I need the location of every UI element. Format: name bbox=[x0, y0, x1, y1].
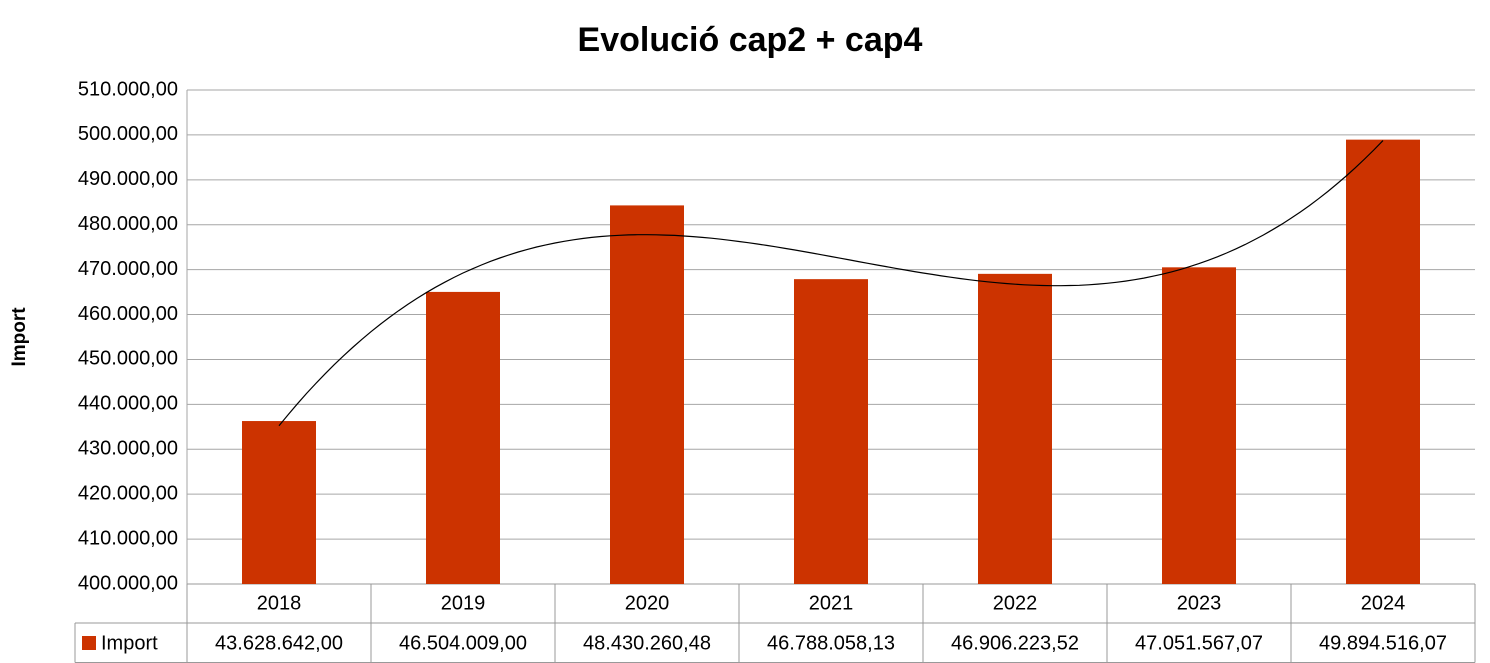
y-tick-label: 470.000,00 bbox=[78, 258, 178, 280]
table-value: 47.051.567,07 bbox=[1135, 632, 1263, 654]
bar bbox=[426, 291, 500, 584]
chart-title: Evolució cap2 + cap4 bbox=[578, 21, 923, 59]
table-value: 43.628.642,00 bbox=[215, 632, 343, 654]
x-tick-label: 2019 bbox=[441, 592, 486, 614]
y-tick-label: 400.000,00 bbox=[78, 572, 178, 594]
bar bbox=[794, 279, 868, 584]
y-tick-label: 430.000,00 bbox=[78, 438, 178, 460]
bar bbox=[978, 273, 1052, 584]
trendline bbox=[278, 140, 1384, 427]
x-tick-label: 2024 bbox=[1361, 592, 1406, 614]
x-tick-label: 2018 bbox=[257, 592, 302, 614]
y-tick-label: 500.000,00 bbox=[78, 123, 178, 145]
x-tick-label: 2023 bbox=[1177, 592, 1222, 614]
y-tick-label: 510.000,00 bbox=[78, 78, 178, 100]
x-tick-label: 2020 bbox=[625, 592, 670, 614]
table-value: 48.430.260,48 bbox=[583, 632, 711, 654]
table-value: 49.894.516,07 bbox=[1319, 632, 1447, 654]
table-value: 46.504.009,00 bbox=[399, 632, 527, 654]
y-tick-label: 480.000,00 bbox=[78, 213, 178, 235]
legend-label: Import bbox=[101, 632, 158, 654]
y-tick-label: 490.000,00 bbox=[78, 168, 178, 190]
y-tick-label: 410.000,00 bbox=[78, 527, 178, 549]
x-tick-label: 2021 bbox=[809, 592, 854, 614]
table-value: 46.906.223,52 bbox=[951, 632, 1079, 654]
bar bbox=[1162, 267, 1236, 584]
y-axis-title: Import bbox=[9, 307, 30, 367]
legend-swatch bbox=[82, 636, 96, 650]
y-tick-label: 450.000,00 bbox=[78, 348, 178, 370]
x-tick-label: 2022 bbox=[993, 592, 1038, 614]
y-tick-label: 440.000,00 bbox=[78, 393, 178, 415]
y-tick-label: 460.000,00 bbox=[78, 303, 178, 325]
bar bbox=[242, 421, 316, 584]
bar bbox=[610, 205, 684, 584]
y-tick-label: 420.000,00 bbox=[78, 482, 178, 504]
bar bbox=[1346, 139, 1420, 584]
table-value: 46.788.058,13 bbox=[767, 632, 895, 654]
